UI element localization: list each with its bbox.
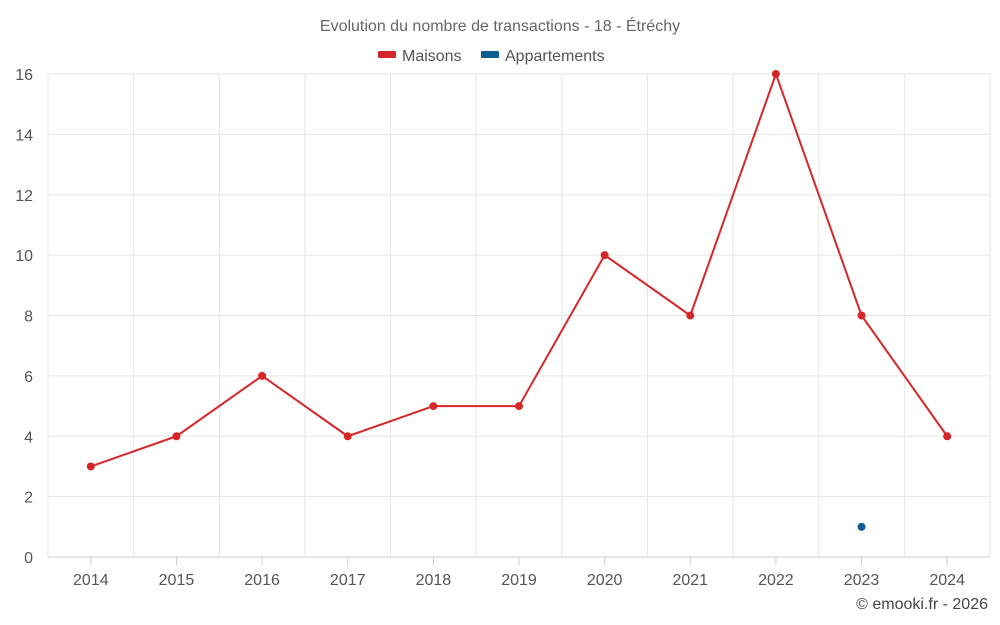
legend-label: Appartements [505, 48, 605, 65]
legend-swatch [481, 51, 499, 58]
data-point[interactable] [686, 311, 695, 320]
data-point[interactable] [515, 402, 523, 411]
x-tick-label: 2020 [587, 572, 623, 589]
legend-item-maisons[interactable]: Maisons [378, 48, 462, 65]
x-tick-label: 2015 [159, 572, 195, 589]
axes: 0 2 4 6 8 10 12 14 16 2014 2015 2016 2017 2018 2019 202… [15, 67, 990, 589]
series-maisons [86, 70, 952, 471]
data-point[interactable] [429, 402, 438, 411]
data-point[interactable] [258, 371, 267, 380]
data-point[interactable] [857, 311, 866, 320]
x-tick-label: 2017 [330, 572, 366, 589]
legend-swatch [378, 51, 396, 58]
data-point[interactable] [943, 432, 952, 441]
x-tick-label: 2023 [844, 572, 880, 589]
chart-title: Evolution du nombre de transactions - 18… [320, 16, 680, 35]
y-tick-label: 8 [24, 309, 33, 326]
y-tick-label: 12 [15, 188, 33, 205]
y-tick-label: 6 [24, 369, 33, 386]
grid [47, 73, 991, 557]
data-point[interactable] [86, 462, 95, 471]
legend-item-appartements[interactable]: Appartements [481, 48, 605, 65]
data-point[interactable] [343, 432, 352, 441]
series-layer [86, 70, 952, 531]
x-tick-label: 2019 [501, 572, 537, 589]
x-tick-label: 2014 [73, 572, 109, 589]
data-point[interactable] [771, 70, 780, 78]
x-tick-label: 2016 [244, 572, 280, 589]
y-tick-label: 14 [15, 127, 33, 144]
y-tick-label: 10 [15, 248, 33, 265]
x-tick-label: 2022 [758, 572, 794, 589]
credit-text: © emooki.fr - 2026 [856, 596, 988, 613]
data-point[interactable] [600, 251, 609, 260]
y-tick-label: 16 [15, 67, 33, 84]
x-tick-label: 2024 [929, 572, 965, 589]
data-point[interactable] [172, 432, 181, 441]
series-appartements [857, 522, 866, 531]
legend-label: Maisons [402, 48, 462, 65]
x-tick-label: 2018 [416, 572, 452, 589]
legend: Maisons Appartements [378, 48, 605, 65]
y-tick-label: 0 [24, 550, 33, 567]
y-tick-label: 4 [24, 429, 33, 446]
y-tick-label: 2 [24, 490, 33, 507]
x-tick-label: 2021 [672, 572, 708, 589]
data-point[interactable] [857, 522, 866, 531]
